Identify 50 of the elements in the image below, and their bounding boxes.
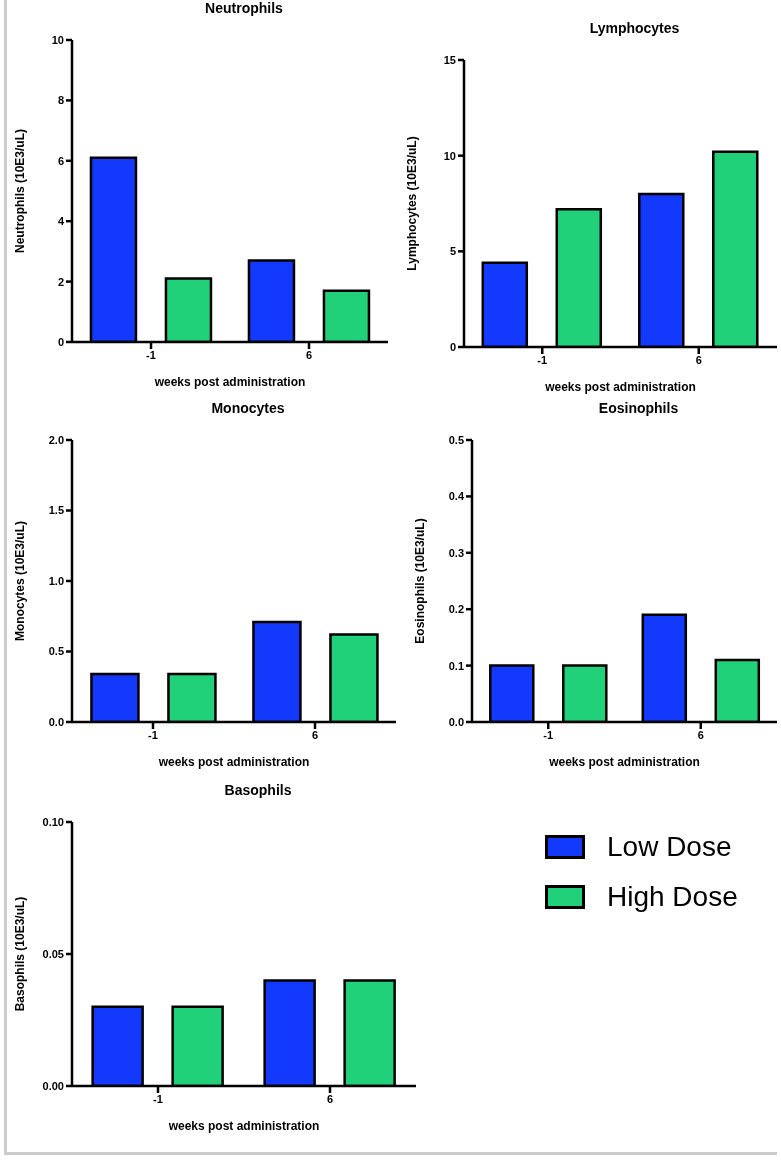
chart-title: Basophils	[223, 782, 293, 798]
y-tick-label: 1.5	[48, 504, 64, 517]
y-tick-label: 0.1	[448, 659, 464, 672]
y-tick-label: 0	[57, 335, 64, 348]
y-tick-label: 10	[51, 33, 64, 46]
y-tick-label: 6	[57, 154, 64, 167]
y-tick-label: 0.5	[448, 433, 464, 446]
x-axis-title: weeks post administration	[548, 755, 700, 769]
y-tick-label: 0.10	[42, 815, 64, 828]
y-tick-label: 0.05	[42, 947, 64, 960]
y-tick-label: 0.5	[48, 645, 64, 658]
x-tick-label: -1	[148, 728, 158, 741]
y-axis-title: Neutrophils (10E3/uL)	[13, 128, 28, 254]
y-tick-label: 10	[443, 149, 456, 162]
y-tick-label: 1.0	[48, 574, 64, 587]
x-tick-label: 6	[311, 728, 319, 741]
x-axis-title: weeks post administration	[167, 1119, 320, 1133]
y-tick-label: 2	[57, 275, 64, 288]
y-tick-label: 15	[443, 53, 456, 66]
chart-title: Eosinophils	[597, 400, 680, 416]
x-axis-title: weeks post administration	[153, 375, 306, 389]
y-tick-label: 0.3	[448, 546, 464, 559]
chart-title: Lymphocytes	[588, 20, 681, 36]
x-axis-title: weeks post administration	[544, 380, 696, 394]
y-tick-label: 4	[57, 215, 65, 228]
y-axis-title: Eosinophils (10E3/uL)	[413, 518, 428, 644]
y-tick-label: 0.00	[42, 1079, 64, 1092]
x-tick-label: 6	[697, 728, 704, 741]
x-tick-label: -1	[146, 348, 156, 361]
y-axis-title: Lymphocytes (10E3/uL)	[405, 136, 420, 271]
y-tick-label: 5	[449, 245, 456, 258]
x-tick-label: -1	[537, 353, 548, 366]
chart-title: Neutrophils	[204, 0, 284, 16]
x-tick-label: 6	[695, 353, 702, 366]
x-axis-title: weeks post administration	[157, 755, 310, 769]
y-tick-label: 0.0	[48, 715, 64, 728]
x-tick-label: 6	[305, 348, 313, 361]
y-axis-title: Basophils (10E3/uL)	[13, 896, 28, 1012]
legend-label: Low Dose	[607, 831, 732, 863]
y-tick-label: 0.0	[448, 715, 464, 728]
y-tick-label: 0.4	[448, 490, 465, 503]
x-tick-label: -1	[543, 728, 554, 741]
y-axis-title: Monocytes (10E3/uL)	[13, 520, 28, 642]
y-tick-label: 0.2	[448, 603, 464, 616]
chart-title: Monocytes	[210, 400, 286, 416]
y-tick-label: 8	[57, 94, 64, 107]
y-tick-label: 0	[449, 340, 456, 353]
legend-label: High Dose	[607, 881, 738, 913]
x-tick-label: -1	[153, 1092, 163, 1105]
y-tick-label: 2.0	[48, 433, 64, 446]
